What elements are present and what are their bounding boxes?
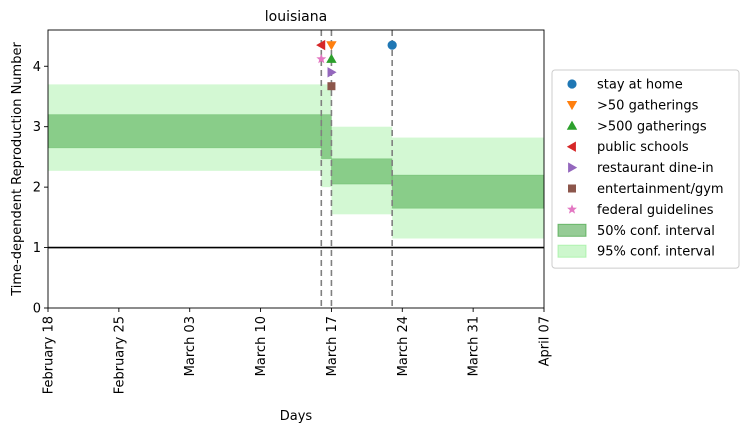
ci95-band-2 <box>331 126 393 215</box>
x-tick-label-5: March 24 <box>396 316 411 376</box>
intervention-marker-6 <box>316 53 327 64</box>
ci95-band-0 <box>48 84 322 171</box>
ci50-band-2 <box>331 158 393 185</box>
y-tick-label-0: 0 <box>33 302 41 317</box>
intervention-marker-5 <box>327 82 336 91</box>
x-tick-label-2: March 03 <box>183 316 198 376</box>
intervention-marker-2 <box>326 53 337 63</box>
legend-marker-4 <box>568 162 578 173</box>
legend-label-ci50: 50% conf. interval <box>597 224 715 239</box>
legend-marker-0 <box>567 79 577 89</box>
y-tick-label-2: 2 <box>33 181 41 196</box>
intervention-marker-0 <box>387 40 397 50</box>
x-tick-label-6: March 31 <box>467 316 482 376</box>
intervention-marker-3 <box>316 39 326 51</box>
legend-marker-5 <box>568 184 576 193</box>
legend: stay at home >50 gatherings >500 gathering… <box>551 69 740 269</box>
legend-label-4: restaurant dine-in <box>597 161 714 176</box>
intervention-markers <box>316 39 397 91</box>
intervention-marker-1 <box>326 41 337 51</box>
ci95-band-3 <box>392 137 544 239</box>
y-axis-label: Time-dependent Reproduction Number <box>10 42 25 297</box>
intervention-marker-4 <box>327 67 337 78</box>
y-axis-ticks: 0 1 2 3 4 <box>33 60 48 317</box>
chart-title: louisiana <box>265 9 327 25</box>
x-tick-label-1: February 25 <box>112 316 127 394</box>
ci50-band-0 <box>47 114 322 149</box>
legend-label-0: stay at home <box>597 78 683 93</box>
y-tick-label-4: 4 <box>33 60 41 75</box>
legend-marker-1 <box>566 101 578 111</box>
legend-label-6: federal guidelines <box>597 203 714 218</box>
legend-swatch-ci95 <box>557 244 587 258</box>
legend-label-1: >50 gatherings <box>597 98 699 113</box>
x-axis-ticks: February 18 February 25 March 03 March 10 Ma… <box>42 308 553 394</box>
confidence-bands <box>47 84 545 239</box>
legend-label-2: >500 gatherings <box>597 119 707 134</box>
legend-label-3: public schools <box>597 140 689 155</box>
y-tick-label-3: 3 <box>33 120 41 135</box>
x-tick-label-3: March 10 <box>254 316 269 376</box>
legend-swatch-ci50 <box>557 223 587 237</box>
legend-box <box>551 69 740 269</box>
legend-marker-2 <box>566 120 578 130</box>
ci50-band-1 <box>320 114 332 160</box>
x-tick-label-4: March 17 <box>325 316 340 376</box>
intervention-vertical-lines <box>320 30 393 308</box>
x-axis-label: Days <box>280 409 313 424</box>
y-tick-label-1: 1 <box>33 241 41 256</box>
legend-marker-3 <box>566 141 576 152</box>
x-tick-label-7: April 07 <box>538 316 553 366</box>
legend-marker-6 <box>567 204 577 214</box>
plot-frame <box>47 29 545 309</box>
legend-label-5: entertainment/gym <box>597 182 724 197</box>
legend-label-ci95: 95% conf. interval <box>597 245 715 260</box>
x-tick-label-0: February 18 <box>42 316 57 394</box>
ci50-band-3 <box>391 174 545 209</box>
ci95-band-1 <box>321 84 332 188</box>
